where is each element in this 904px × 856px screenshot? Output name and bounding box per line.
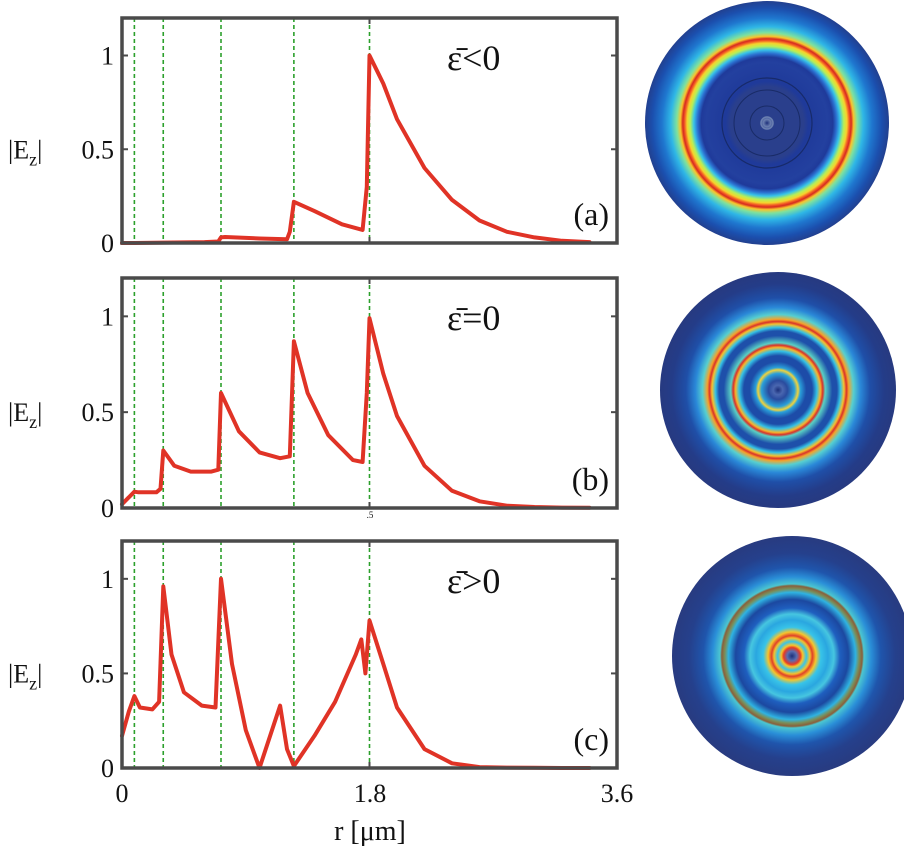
field-map-b: [660, 272, 896, 508]
axes-frame: [120, 539, 619, 770]
stray-mark: .5: [367, 510, 374, 520]
y-axis-label: |Ez|: [8, 135, 42, 169]
y-axis-label: |Ez|: [8, 659, 42, 693]
x-tick-label-1: 1.8: [354, 779, 387, 808]
field-map-c: [672, 536, 904, 776]
y-tick-label: 0: [101, 229, 114, 258]
x-axis-label: r [μm]: [334, 816, 406, 847]
field-map-a: [645, 1, 889, 245]
panel-label: (c): [573, 721, 609, 757]
x-tick-label-0: 0: [116, 779, 129, 808]
panel-3: 1 0.5 0 |Ez| ε̄>0 (c): [8, 539, 619, 783]
condition-label: ε̄<0: [447, 38, 500, 78]
y-tick-label: 1: [101, 42, 114, 71]
axes-frame: [120, 276, 619, 510]
y-tick-label: 0.5: [82, 398, 115, 427]
condition-label: ε̄=0: [447, 298, 500, 338]
condition-label: ε̄>0: [447, 561, 500, 601]
panel-label: (a): [573, 196, 609, 232]
y-tick-label: 0: [101, 754, 114, 783]
series-line: [120, 53, 592, 245]
y-axis-label: |Ez|: [8, 398, 42, 432]
panel-2: 1 0.5 0 |Ez| ε̄=0 (b): [8, 276, 619, 523]
series-line: [120, 316, 592, 510]
panel-label: (b): [572, 461, 609, 497]
series-line: [120, 576, 592, 770]
y-tick-label: 0.5: [82, 135, 115, 164]
x-tick-label-2: 3.6: [601, 779, 634, 808]
y-tick-label: 1: [101, 565, 114, 594]
y-tick-label: 1: [101, 302, 114, 331]
y-tick-label: 0.5: [82, 659, 115, 688]
y-tick-label: 0: [101, 494, 114, 523]
panel-1: 1 0.5 0 |Ez| ε̄<0 (a): [8, 16, 619, 258]
axes-frame: [120, 16, 619, 245]
